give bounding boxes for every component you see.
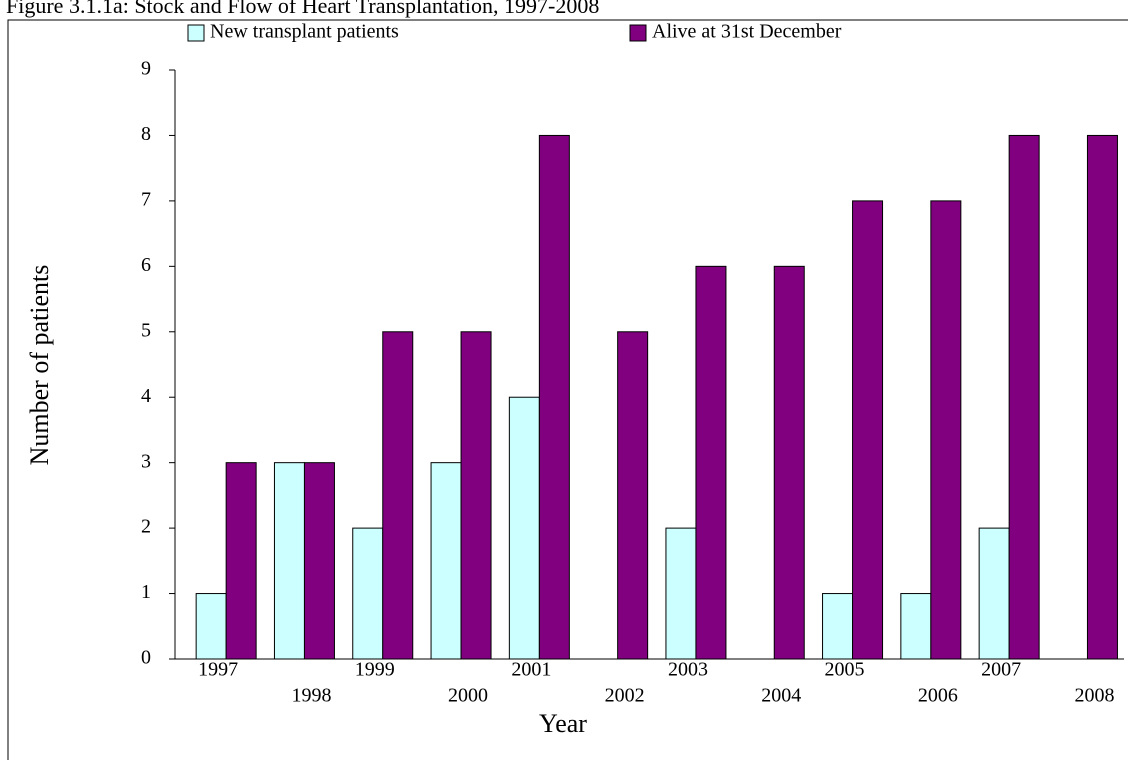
- bar: [617, 331, 649, 660]
- bar: [303, 462, 335, 660]
- bar: [930, 200, 962, 660]
- y-tick-label: 3: [141, 450, 151, 472]
- y-tick-label: 8: [141, 123, 151, 145]
- chart-frame: [7, 19, 1128, 760]
- x-tick-label: 1999: [355, 659, 395, 681]
- legend-swatch: [187, 24, 205, 42]
- y-tick-label: 7: [141, 188, 151, 210]
- legend-swatch: [629, 24, 647, 42]
- x-tick-label: 2007: [981, 659, 1021, 681]
- x-tick-label: 1997: [198, 659, 238, 681]
- x-tick-label: 2008: [1074, 685, 1114, 707]
- chart-title: Figure 3.1.1a: Stock and Flow of Heart T…: [6, 0, 599, 18]
- bar: [1008, 134, 1040, 660]
- x-tick-label: 2002: [605, 685, 645, 707]
- bar: [538, 134, 570, 660]
- y-tick-label: 6: [141, 254, 151, 276]
- legend-label: Alive at 31st December: [652, 21, 842, 43]
- bar: [978, 527, 1010, 660]
- x-tick-label: 2005: [825, 659, 865, 681]
- bar: [225, 462, 257, 660]
- x-tick-label: 2003: [668, 659, 708, 681]
- bar: [195, 593, 227, 660]
- bar: [695, 265, 727, 660]
- y-tick-label: 0: [141, 647, 151, 669]
- y-tick-label: 1: [141, 581, 151, 603]
- bar: [1086, 134, 1118, 660]
- legend-label: New transplant patients: [210, 21, 399, 43]
- x-tick-label: 2004: [761, 685, 801, 707]
- y-tick-label: 5: [141, 319, 151, 341]
- bar: [273, 462, 305, 660]
- bar: [430, 462, 462, 660]
- bar: [773, 265, 805, 660]
- bar: [508, 396, 540, 660]
- y-tick-label: 2: [141, 516, 151, 538]
- bar: [460, 331, 492, 660]
- y-tick-label: 9: [141, 58, 151, 80]
- bar: [665, 527, 697, 660]
- bar: [822, 593, 854, 660]
- bar: [352, 527, 384, 660]
- x-axis-title: Year: [539, 709, 587, 738]
- x-tick-label: 2006: [918, 685, 958, 707]
- bar: [382, 331, 414, 660]
- x-tick-label: 2000: [448, 685, 488, 707]
- y-axis-title: Number of patients: [25, 265, 54, 466]
- bar: [900, 593, 932, 660]
- x-tick-label: 2001: [511, 659, 551, 681]
- x-tick-label: 1998: [291, 685, 331, 707]
- y-tick-label: 4: [141, 385, 151, 407]
- bar: [852, 200, 884, 660]
